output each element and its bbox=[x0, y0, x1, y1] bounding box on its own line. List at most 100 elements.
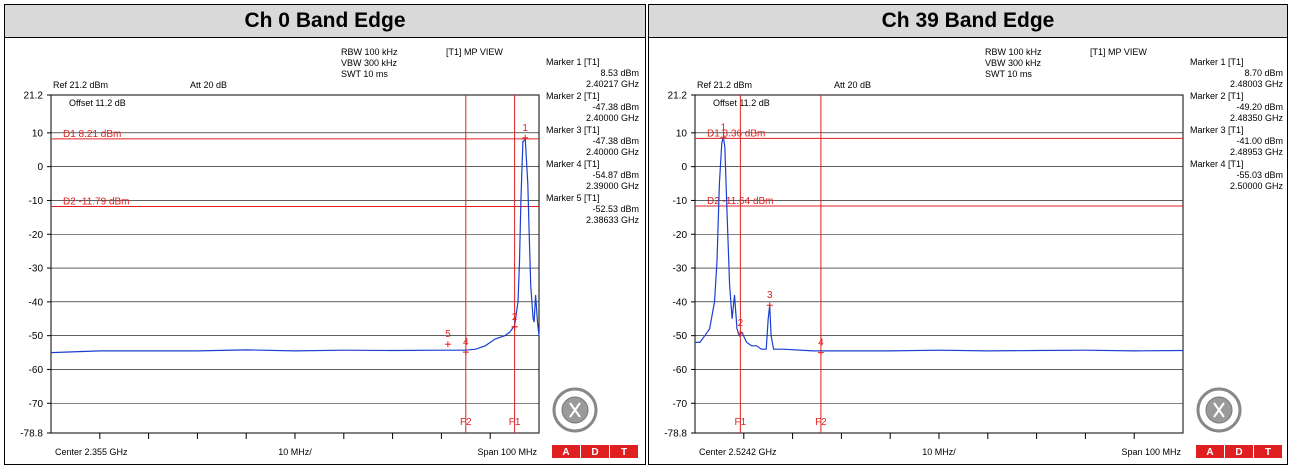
view-label: [T1] MP VIEW bbox=[1090, 47, 1147, 57]
y-tick-label: -70 bbox=[673, 399, 688, 410]
logo-badge bbox=[1254, 445, 1282, 458]
plot-area bbox=[694, 94, 1184, 434]
logo-badge bbox=[610, 445, 638, 458]
y-tick-label: -30 bbox=[29, 264, 44, 275]
logo-badge-letter: A bbox=[1206, 447, 1213, 458]
y-tick-label: -50 bbox=[673, 331, 688, 342]
division-label: 10 MHz/ bbox=[278, 447, 312, 457]
spectrum-chart-ch39: 21.2 10 0 -10 -20 -30 -40 -50 -60 -70 -78.8 RBW 100… bbox=[664, 47, 1284, 458]
y-tick-label: 10 bbox=[676, 128, 688, 139]
spectrum-chart-ch0: 21.2 10 0 -10 -20 -30 -40 -50 -60 -70 -78.8 RBW 100… bbox=[20, 47, 640, 458]
y-tick-label: 0 bbox=[681, 162, 687, 173]
chart-panel-ch39: Ch 39 Band Edge 21.2 10 0 -10 -20 -30 -40 -50 -6… bbox=[648, 4, 1288, 465]
y-tick-label: -50 bbox=[29, 331, 44, 342]
marker-readout-frequency: 2.48953 GHz bbox=[1230, 147, 1284, 157]
y-tick-label: -78.8 bbox=[664, 429, 687, 440]
marker-number: 2 bbox=[512, 312, 518, 323]
frequency-line-label: F2 bbox=[460, 417, 472, 428]
y-tick-label: 21.2 bbox=[668, 91, 688, 102]
y-tick-label: 0 bbox=[37, 162, 43, 173]
marker-number: 5 bbox=[445, 329, 451, 340]
y-tick-label: -40 bbox=[673, 297, 688, 308]
logo-badge-letter: T bbox=[621, 447, 627, 458]
y-tick-label: 21.2 bbox=[24, 91, 44, 102]
marker-readout-name: Marker 2 [T1] bbox=[546, 91, 600, 101]
marker-readout-name: Marker 5 [T1] bbox=[546, 193, 600, 203]
chart-title: Ch 39 Band Edge bbox=[649, 5, 1287, 38]
rbw-label: RBW 100 kHz bbox=[985, 47, 1042, 57]
marker-number: 4 bbox=[818, 338, 824, 349]
limit-line-label: D1 8.36 dBm bbox=[707, 128, 765, 139]
marker-number: 1 bbox=[522, 123, 528, 134]
marker-readout-frequency: 2.50000 GHz bbox=[1230, 181, 1284, 191]
y-tick-label: -60 bbox=[673, 365, 688, 376]
attenuation-label: Att 20 dB bbox=[834, 80, 871, 90]
marker-number: 3 bbox=[767, 290, 773, 301]
marker-readout-frequency: 2.48003 GHz bbox=[1230, 79, 1284, 89]
logo-badge bbox=[1225, 445, 1253, 458]
marker-readout-name: Marker 4 [T1] bbox=[546, 159, 600, 169]
marker-readout-frequency: 2.48350 GHz bbox=[1230, 113, 1284, 123]
center-frequency-label: Center 2.355 GHz bbox=[55, 447, 128, 457]
offset-label: Offset 11.2 dB bbox=[69, 98, 126, 108]
marker-readout-level: -52.53 dBm bbox=[592, 204, 639, 214]
center-frequency-label: Center 2.5242 GHz bbox=[699, 447, 777, 457]
y-tick-label: -40 bbox=[29, 297, 44, 308]
span-label: Span 100 MHz bbox=[477, 447, 537, 457]
y-tick-label: -70 bbox=[29, 399, 44, 410]
marker-number: 1 bbox=[721, 122, 727, 133]
view-label: [T1] MP VIEW bbox=[446, 47, 503, 57]
marker-readout-level: 8.70 dBm bbox=[1244, 68, 1283, 78]
chart-panel-ch0: Ch 0 Band Edge 21.2 10 0 -10 -20 -30 -40 -50 -60… bbox=[4, 4, 646, 465]
logo-seal-icon bbox=[569, 402, 581, 418]
logo-badge-letter: T bbox=[1265, 447, 1271, 458]
y-tick-label: -20 bbox=[673, 230, 688, 241]
ref-level-label: Ref 21.2 dBm bbox=[53, 80, 108, 90]
swt-label: SWT 10 ms bbox=[341, 69, 388, 79]
marker-number: 4 bbox=[463, 337, 469, 348]
marker-readout-name: Marker 4 [T1] bbox=[1190, 159, 1244, 169]
vbw-label: VBW 300 kHz bbox=[341, 58, 398, 68]
y-tick-label: -20 bbox=[29, 230, 44, 241]
marker-readout-frequency: 2.40217 GHz bbox=[586, 79, 640, 89]
marker-readout-frequency: 2.38633 GHz bbox=[586, 215, 640, 225]
marker-readout-level: -47.38 dBm bbox=[592, 102, 639, 112]
marker-number: 2 bbox=[738, 318, 744, 329]
marker-readout-level: -49.20 dBm bbox=[1236, 102, 1283, 112]
logo-badge bbox=[581, 445, 609, 458]
frequency-line-label: F1 bbox=[735, 417, 747, 428]
span-label: Span 100 MHz bbox=[1121, 447, 1181, 457]
logo-seal-icon bbox=[1213, 402, 1225, 418]
limit-line-label: D2 -11.79 dBm bbox=[63, 197, 130, 208]
marker-readout-frequency: 2.39000 GHz bbox=[586, 181, 640, 191]
spectrum-trace bbox=[50, 138, 540, 354]
chart-title: Ch 0 Band Edge bbox=[5, 5, 645, 38]
logo-badge bbox=[1196, 445, 1224, 458]
frequency-line-label: F2 bbox=[815, 417, 827, 428]
offset-label: Offset 11.2 dB bbox=[713, 98, 770, 108]
logo-badge-letter: D bbox=[1235, 447, 1242, 458]
rbw-label: RBW 100 kHz bbox=[341, 47, 398, 57]
attenuation-label: Att 20 dB bbox=[190, 80, 227, 90]
marker-readout-level: -41.00 dBm bbox=[1236, 136, 1283, 146]
ref-level-label: Ref 21.2 dBm bbox=[697, 80, 752, 90]
marker-readout-name: Marker 1 [T1] bbox=[546, 57, 600, 67]
marker-readout-level: -54.87 dBm bbox=[592, 170, 639, 180]
plot-area bbox=[50, 94, 540, 434]
y-tick-label: -30 bbox=[673, 264, 688, 275]
y-tick-label: -10 bbox=[673, 196, 688, 207]
marker-readout-name: Marker 3 [T1] bbox=[546, 125, 600, 135]
y-tick-label: -10 bbox=[29, 196, 44, 207]
y-tick-label: 10 bbox=[32, 128, 44, 139]
marker-readout-level: 8.53 dBm bbox=[600, 68, 639, 78]
marker-readout-name: Marker 2 [T1] bbox=[1190, 91, 1244, 101]
marker-readout-frequency: 2.40000 GHz bbox=[586, 113, 640, 123]
swt-label: SWT 10 ms bbox=[985, 69, 1032, 79]
division-label: 10 MHz/ bbox=[922, 447, 956, 457]
marker-readout-name: Marker 1 [T1] bbox=[1190, 57, 1244, 67]
logo-badge bbox=[552, 445, 580, 458]
marker-readout-level: -47.38 dBm bbox=[592, 136, 639, 146]
frequency-line-label: F1 bbox=[509, 417, 521, 428]
vbw-label: VBW 300 kHz bbox=[985, 58, 1042, 68]
marker-readout-name: Marker 3 [T1] bbox=[1190, 125, 1244, 135]
